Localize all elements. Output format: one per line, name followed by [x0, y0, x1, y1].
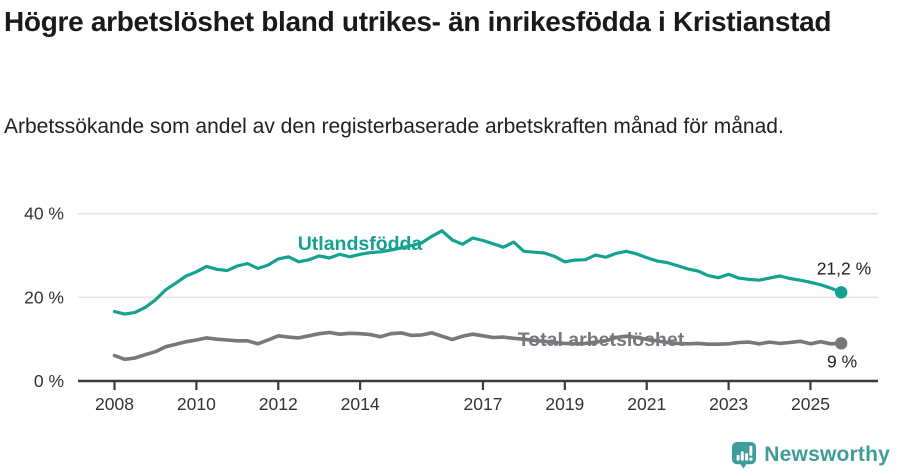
x-axis-tick-label: 2012 — [259, 394, 298, 414]
x-axis-tick-label: 2019 — [545, 394, 584, 414]
y-axis-tick-label: 20 % — [24, 287, 64, 307]
series-end-dot — [834, 286, 848, 299]
page-title: Högre arbetslöshet bland utrikes- än inr… — [4, 6, 832, 37]
x-axis-tick-label: 2010 — [177, 394, 216, 414]
x-axis-tick-label: 2023 — [709, 394, 748, 414]
y-axis-tick-label: 40 % — [24, 204, 64, 224]
y-axis-tick-label: 0 % — [34, 371, 64, 391]
end-value-label: 21,2 % — [817, 258, 871, 278]
x-axis-tick-label: 2021 — [627, 394, 666, 414]
x-axis-tick-label: 2017 — [463, 394, 502, 414]
bar-chart-speech-bubble-icon — [732, 442, 757, 469]
chart-subtitle: Arbetssökande som andel av den registerb… — [4, 115, 784, 138]
series-line-utlandsfodda — [112, 229, 843, 316]
series-label: Utlandsfödda — [298, 233, 423, 255]
x-axis-tick-label: 2008 — [95, 394, 134, 414]
x-axis-tick-label: 2025 — [791, 394, 830, 414]
brand-footer: Newsworthy — [731, 440, 890, 470]
brand-name: Newsworthy — [764, 443, 890, 466]
x-axis-tick-label: 2014 — [341, 394, 380, 414]
series-line-total — [112, 330, 844, 362]
series-label: Total arbetslöshet — [518, 329, 685, 351]
series-end-dot — [834, 337, 848, 350]
end-value-label: 9 % — [827, 351, 857, 371]
